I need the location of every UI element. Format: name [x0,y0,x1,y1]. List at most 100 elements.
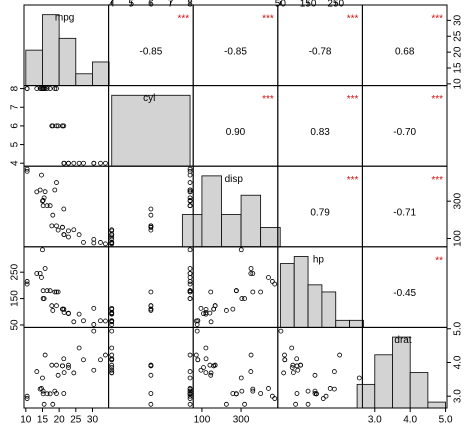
scatter-point [198,305,204,311]
scatter-point [207,362,213,368]
scatter-point [187,203,193,209]
scatter-point [148,212,154,218]
scatter-point [109,367,115,373]
histogram-bar [181,214,203,248]
y-tick-label: 5.0 [453,321,464,335]
scatter-point [230,306,236,312]
y-tick-label: 6 [10,123,21,129]
significance-stars: *** [262,94,274,105]
variable-name: cyl [143,93,155,104]
scatter-point [24,281,30,287]
panel-border [108,246,194,328]
scatter-point [187,187,193,193]
scatter-point [81,318,86,324]
scatter-point [50,308,56,313]
scatter-point [109,307,115,312]
scatter-point [187,180,193,185]
scatter-point [47,288,53,294]
significance-stars: ** [435,255,443,266]
scatter-point [187,296,193,301]
scatter-point [203,345,209,351]
scatter-point [71,160,77,166]
scatter-point [47,391,53,397]
scatter-point [61,232,67,237]
correlation-value: 0.68 [395,46,415,57]
y-tick-label: 300 [453,192,464,209]
scatter-point [248,271,254,276]
y-tick-label: 250 [10,263,21,280]
scatter-point [41,401,47,407]
scatter-point [40,198,45,204]
x-tick-label: 3.0 [368,415,382,426]
scatter-point [331,369,337,374]
scatter-point [223,308,229,313]
histogram-bar [293,256,309,328]
histogram-bar [92,61,110,86]
scatter-point [337,352,343,358]
scatter-point [207,310,213,316]
scatter-point [312,388,318,394]
scatter-point [40,247,45,253]
scatter-point [61,370,67,375]
scatter-point [148,391,154,396]
y-tick-label: 7 [10,104,21,110]
scatter-point [40,296,46,301]
scatter-point [212,362,218,368]
scatter-point [187,172,193,178]
scatter-point [187,279,193,284]
correlation-value: 0.90 [226,127,246,138]
scatter-point [76,311,82,317]
scatter-point [54,362,59,368]
scatter-point [258,289,264,295]
scatter-point [61,310,67,315]
scatter-point [40,288,46,294]
scatter-point [230,391,236,396]
scatter-point [24,396,30,401]
x-tick-label: 10 [20,415,32,426]
scatter-point [34,86,40,91]
scatter-point [281,370,287,376]
scatter-point [208,319,214,325]
histogram-bar [111,94,191,167]
scatter-point [66,160,71,166]
scatter-point [187,375,193,381]
variable-name: hp [313,254,325,265]
scatter-point [148,372,154,378]
scatter-point [203,307,209,312]
scatter-point [98,160,103,166]
scatter-point [272,396,278,401]
correlation-value: -0.78 [309,46,332,57]
variable-name: mpg [55,13,74,24]
scatter-point [103,241,108,247]
scatter-point [305,401,311,407]
scatter-point [54,289,59,295]
scatter-point [49,123,55,129]
scatter-point [61,356,67,362]
scatter-point [148,308,154,313]
scatter-point [109,232,115,237]
histogram-bar [240,194,262,248]
scatter-point [55,123,61,129]
scatter-point [203,370,209,375]
panel-border [108,165,194,248]
x-tick-label: 50 [275,0,287,10]
scatter-point [50,401,56,407]
scatter-point [208,370,214,376]
scatter-point [49,303,55,309]
scatter-point [282,357,288,363]
scatter-point [60,363,65,369]
y-tick-label: 50 [10,319,21,331]
scatter-point [109,311,115,317]
scatter-point [50,212,56,218]
scatter-point [61,307,67,312]
scatter-point [187,393,193,399]
scatter-point [239,296,245,301]
scatter-point [250,386,256,392]
scatter-point [81,357,86,363]
scatter-point [187,388,193,394]
scatter-point [148,289,154,295]
scatter-point [323,393,329,399]
scatter-point [109,234,115,240]
histogram-bar [427,401,446,409]
scatter-point [187,166,193,172]
